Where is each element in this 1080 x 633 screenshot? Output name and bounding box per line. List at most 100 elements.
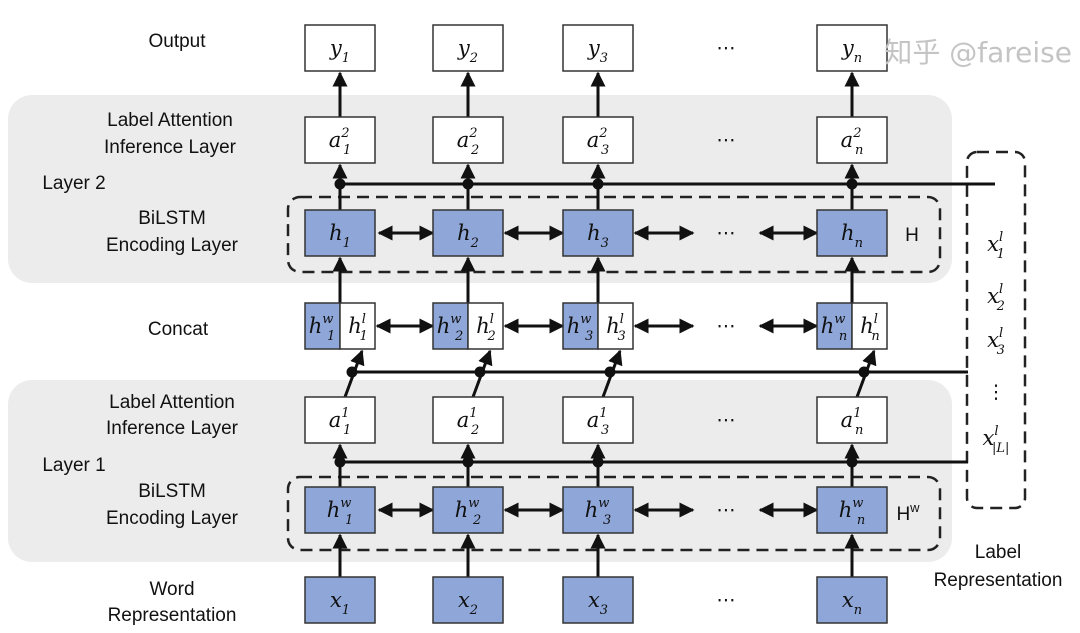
ellipsis: ⋯ [717,500,736,521]
h-matrix-label: H [905,225,919,246]
attention1-symbol: a1 1 [329,406,352,438]
attention1-symbol: a1 2 [457,406,480,438]
hl-concat-symbol: hl 1 [348,312,367,344]
junction-dot [474,366,486,378]
label-vector-symbol: xl 1 [987,230,1005,262]
junction-dot [592,178,604,190]
x-symbol: x2 [458,588,478,618]
attention2-node-n [816,116,888,164]
hl-concat-symbol: hl n [860,312,880,344]
bilstm1-node-n [816,486,888,534]
word-node-1 [304,576,376,624]
attention2-node-2 [432,116,504,164]
junction-dot [334,178,346,190]
ellipsis: ⋯ [717,38,736,59]
attention1-symbol: a1 n [841,406,864,438]
bilstm2-node-3 [562,209,634,257]
label-rep-label-line2: Representation [934,570,1063,591]
hw-matrix-label: Hw [896,500,920,525]
bilstm1-node-1 [304,486,376,534]
bilstm2-label-line1: BiLSTM [138,208,206,229]
hw-concat-symbol: hw n [821,312,848,344]
x-symbol: x1 [330,588,350,618]
lai1-label-line2: Inference Layer [106,418,239,439]
output-node-n [816,24,888,72]
label-rep-label-line1: Label [975,542,1022,563]
output-node-1 [304,24,376,72]
attention1-node-3 [562,396,634,444]
hw-concat-symbol: hw 2 [437,312,463,344]
vertical-ellipsis: ⋮ [987,382,1006,403]
concat-label-half-1 [339,302,376,350]
attention1-node-2 [432,396,504,444]
word-node-3 [562,576,634,624]
watermark: 知乎 @fareise [884,36,1072,69]
label-vector-symbol: xl |L| [983,424,1010,456]
layer2-label: Layer 2 [42,173,105,194]
label-vector-symbol: xl 3 [987,326,1005,358]
junction-dot [334,456,346,468]
label-representation-box [965,150,1027,510]
ellipsis: ⋯ [717,410,736,431]
attention2-symbol: a2 n [841,126,864,158]
output-symbol: y2 [457,36,478,66]
ellipsis: ⋯ [717,130,736,151]
bilstm1-node-3 [562,486,634,534]
hw-symbol: hw 1 [327,496,353,528]
word-rep-label-line2: Representation [108,605,237,626]
junction-dot [846,456,858,468]
output-label: Output [148,31,206,52]
h-symbol: h2 [457,221,479,251]
h-symbol: h3 [587,221,609,251]
junction-dot [604,366,616,378]
hl-concat-symbol: hl 2 [476,312,495,344]
hl-concat-symbol: hl 3 [606,312,625,344]
bilstm2-node-1 [304,209,376,257]
output-symbol: y1 [329,36,350,66]
word-node-n [816,576,888,624]
output-node-3 [562,24,634,72]
x-symbol: x3 [588,588,608,618]
attention2-symbol: a2 2 [457,126,480,158]
hw-symbol: hw 2 [455,496,481,528]
bilstm1-label-line2: Encoding Layer [106,508,239,529]
hw-concat-symbol: hw 3 [567,312,593,344]
attention1-node-n [816,396,888,444]
output-symbol: yn [841,36,862,66]
word-node-2 [432,576,504,624]
output-symbol: y3 [587,36,608,66]
concat-label-half-n [851,302,888,350]
bilstm2-node-n [816,209,888,257]
bilstm2-label-line2: Encoding Layer [106,235,239,256]
junction-dot [846,178,858,190]
layer2-region [8,95,952,283]
layer1-region [8,380,952,562]
junction-dot [858,366,870,378]
attention1-symbol: a1 3 [587,406,610,438]
hw-symbol: hw n [839,496,866,528]
attention1-node-1 [304,396,376,444]
ellipsis: ⋯ [717,223,736,244]
bilstm1-label-line1: BiLSTM [138,481,206,502]
output-node-2 [432,24,504,72]
junction-dot [346,366,358,378]
hw-dashed-group [286,475,942,552]
h-dashed-group [286,195,942,274]
lai1-label-line1: Label Attention [109,392,235,413]
layer1-label: Layer 1 [42,455,105,476]
attention2-symbol: a2 3 [587,126,610,158]
concat-label-half-3 [597,302,634,350]
ellipsis: ⋯ [717,590,736,611]
lai2-label-line2: Inference Layer [104,137,237,158]
attention2-symbol: a2 1 [329,126,352,158]
ellipsis: ⋯ [717,316,736,337]
h-symbol: hn [841,221,863,251]
junction-dot [462,178,474,190]
bilstm2-node-2 [432,209,504,257]
word-rep-label-line1: Word [149,579,194,600]
label-vector-symbol: xl 2 [987,282,1005,314]
concat-word-half-2 [432,302,469,350]
hw-symbol: hw 3 [585,496,611,528]
concat-label: Concat [148,319,209,340]
